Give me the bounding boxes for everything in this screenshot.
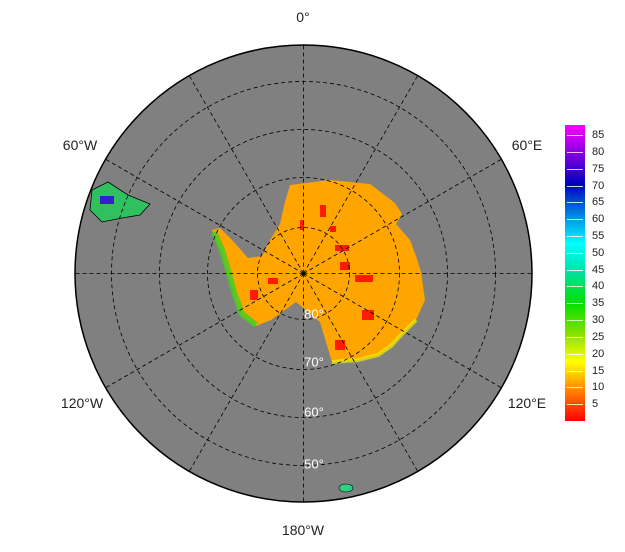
lon-label-180: 180°W xyxy=(281,522,325,538)
colorbar-tick-mark xyxy=(567,168,583,170)
antarctic-peninsula-edge xyxy=(211,230,258,328)
colorbar-tick-label: 35 xyxy=(592,297,605,310)
meridian-line xyxy=(303,273,424,482)
colorbar-tick-mark xyxy=(567,353,583,355)
lon-label-120e: 120°E xyxy=(507,395,547,411)
colorbar-tick-mark xyxy=(567,202,583,204)
colorbar-tick-label: 60 xyxy=(592,213,605,226)
colorbar-tick-label: 20 xyxy=(592,347,605,360)
colorbar-tick-mark xyxy=(567,185,583,187)
colorbar-tick-label: 25 xyxy=(592,330,605,343)
meridian-line xyxy=(303,65,424,274)
colorbar-tick-mark xyxy=(567,286,583,288)
colorbar-tick-label: 50 xyxy=(592,246,605,259)
colorbar-tick-mark xyxy=(567,387,583,389)
meridian-line xyxy=(95,273,304,394)
meridian-line xyxy=(303,273,512,394)
lon-label-60w: 60°W xyxy=(62,137,98,153)
colorbar-tick-label: 10 xyxy=(592,381,605,394)
lon-label-0: 0° xyxy=(296,9,310,25)
colorbar-tick-label: 45 xyxy=(592,263,605,276)
colorbar-tick-mark xyxy=(567,135,583,137)
south-america xyxy=(89,181,151,223)
colorbar-tick-label: 30 xyxy=(592,314,605,327)
colorbar-tick-mark xyxy=(567,219,583,221)
colorbar-tick-mark xyxy=(567,336,583,338)
colorbar-tick-mark xyxy=(567,236,583,237)
latitude-circle xyxy=(207,177,400,370)
lat-label-60: 60° xyxy=(304,404,324,420)
colorbar-tick-label: 15 xyxy=(592,364,605,377)
lat-label-70: 70° xyxy=(304,354,324,370)
colorbar-tick-mark xyxy=(567,151,583,153)
colorbar-tick-mark xyxy=(567,320,583,322)
colorbar-tick-mark xyxy=(567,404,583,406)
colorbar-tick-label: 70 xyxy=(592,179,605,192)
colorbar-tick-label: 5 xyxy=(592,398,599,411)
colorbar-tick-label: 75 xyxy=(592,162,605,175)
colorbar-tick-label: 40 xyxy=(592,280,605,293)
lon-label-60e: 60°E xyxy=(511,137,543,153)
colorbar-tick-mark xyxy=(567,252,583,254)
meridian-line xyxy=(303,153,512,274)
meridian-line xyxy=(183,273,304,482)
island xyxy=(338,483,354,493)
meridian-line xyxy=(183,65,304,274)
colorbar xyxy=(565,125,585,421)
colorbar-tick-label: 85 xyxy=(592,129,605,142)
south-america-patch xyxy=(100,196,114,204)
colorbar-tick-label: 80 xyxy=(592,145,605,158)
lat-label-50: 50° xyxy=(304,456,324,472)
colorbar-tick-mark xyxy=(567,303,583,305)
colorbar-tick-label: 65 xyxy=(592,196,605,209)
colorbar-tick-label: 55 xyxy=(592,230,605,242)
colorbar-tick-mark xyxy=(567,269,583,271)
colorbar-tick-mark xyxy=(567,370,583,372)
lon-label-120w: 120°W xyxy=(60,395,104,411)
lat-label-80: 80° xyxy=(304,306,324,322)
meridian-line xyxy=(95,153,304,274)
